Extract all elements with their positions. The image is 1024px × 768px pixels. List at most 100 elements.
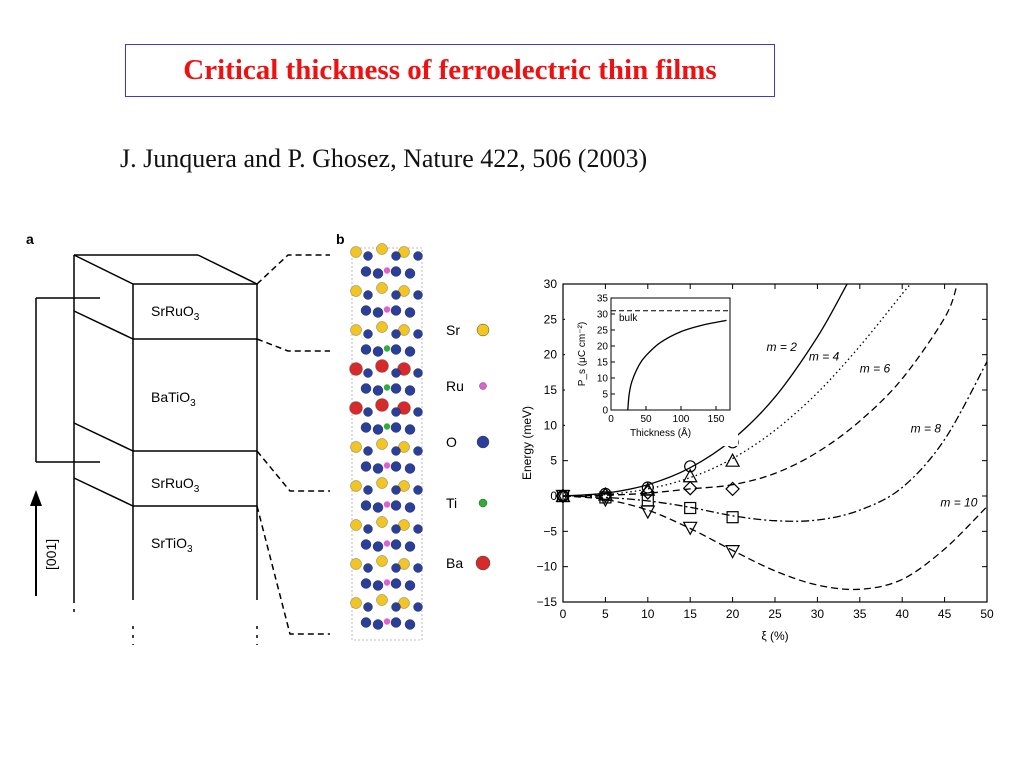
marker-triangle-down [597, 493, 613, 508]
o-atom [391, 524, 401, 534]
x-tick-label: 35 [853, 607, 867, 621]
o-atom [413, 485, 423, 495]
sr-atom [350, 597, 362, 609]
series-label-3: m = 6 [860, 361, 891, 375]
o-atom [390, 383, 402, 394]
o-atom [404, 424, 416, 435]
o-atom [390, 617, 402, 628]
inset-x-tick-label: 150 [708, 414, 725, 425]
o-atom [372, 463, 384, 474]
sr-atom [398, 558, 410, 570]
o-atom [404, 619, 416, 630]
slide-title: Critical thickness of ferroelectric thin… [125, 44, 775, 97]
o-atom [360, 383, 372, 394]
sr-atom [398, 324, 410, 336]
ti-atom [383, 345, 391, 352]
sr-atom [398, 519, 410, 531]
o-atom [360, 344, 372, 355]
legend-label-sr: Sr [446, 322, 460, 338]
o-atom [360, 578, 372, 589]
marker-square [726, 511, 739, 524]
sr-atom [398, 246, 410, 258]
o-atom [391, 290, 401, 300]
inset-bulk-label: bulk [619, 313, 638, 324]
marker-triangle-up [725, 452, 741, 467]
layer-label-srruo3-bottom: SrRuO3 [151, 475, 200, 495]
o-atom [391, 368, 401, 378]
o-atom [363, 368, 373, 378]
y-tick-label: 25 [544, 312, 558, 326]
y-tick-label: 15 [544, 383, 558, 397]
o-atom [413, 446, 423, 456]
o-atom [391, 563, 401, 573]
y-tick-label: −15 [537, 595, 558, 609]
ba-atom [349, 401, 363, 415]
o-atom [404, 541, 416, 552]
x-tick-label: 25 [768, 607, 782, 621]
sr-atom [376, 477, 388, 489]
atom-legend: Sr Ru O Ti Ba [446, 322, 491, 571]
o-atom [363, 602, 373, 612]
marker-square [599, 491, 612, 504]
sr-atom [376, 282, 388, 294]
o-atom [390, 266, 402, 277]
o-atom [413, 329, 423, 339]
y-tick-label: −10 [537, 560, 558, 574]
sr-atom [350, 285, 362, 297]
inset-y-tick-label: 30 [597, 310, 609, 321]
o-atom [363, 485, 373, 495]
o-atom [372, 307, 384, 318]
marker-diamond [598, 487, 613, 503]
ru-atom [383, 306, 391, 313]
inset-y-tick-label: 5 [602, 390, 608, 401]
o-atom [372, 346, 384, 357]
series-line-2 [563, 284, 912, 497]
citation: J. Junquera and P. Ghosez, Nature 422, 5… [120, 144, 648, 173]
o-atom [390, 578, 402, 589]
panel-b-label: b [336, 231, 345, 247]
x-tick-label: 10 [641, 607, 655, 621]
o-atom [360, 266, 372, 277]
o-atom [360, 500, 372, 511]
o-atom [363, 290, 373, 300]
o-atom [413, 563, 423, 573]
panel-a-label: a [26, 231, 34, 247]
x-tick-label: 20 [726, 607, 740, 621]
o-atom [404, 385, 416, 396]
marker-triangle-down [555, 489, 571, 504]
o-atom [390, 500, 402, 511]
o-atom [413, 524, 423, 534]
o-atom [372, 502, 384, 513]
o-atom [391, 446, 401, 456]
marker-diamond [725, 481, 740, 497]
panel-b: b Sr Ru O Ti Ba [336, 231, 491, 641]
ba-atom [375, 359, 389, 373]
o-atom [404, 463, 416, 474]
o-atom [390, 422, 402, 433]
x-tick-label: 15 [684, 607, 698, 621]
o-atom [360, 539, 372, 550]
inset-background [565, 292, 738, 446]
sr-atom [350, 519, 362, 531]
y-tick-label: 5 [550, 454, 557, 468]
o-atom [391, 407, 401, 417]
x-axis-label: ξ (%) [761, 629, 788, 643]
legend-swatch-o [476, 435, 490, 449]
ru-atom [383, 618, 391, 625]
ba-atom [375, 398, 389, 412]
sr-atom [350, 324, 362, 336]
crystal-structure [349, 243, 423, 641]
x-tick-label: 0 [560, 607, 567, 621]
inset-y-tick-label: 15 [597, 358, 609, 369]
inset-y-tick-label: 20 [597, 342, 609, 353]
o-atom [413, 251, 423, 261]
sr-atom [398, 441, 410, 453]
o-atom [360, 617, 372, 628]
series-label-4: m = 8 [911, 421, 942, 435]
x-tick-label: 30 [811, 607, 825, 621]
sr-atom [350, 480, 362, 492]
y-tick-label: 20 [544, 348, 558, 362]
ti-atom [383, 384, 391, 391]
series-label-1: m = 2 [767, 340, 798, 354]
